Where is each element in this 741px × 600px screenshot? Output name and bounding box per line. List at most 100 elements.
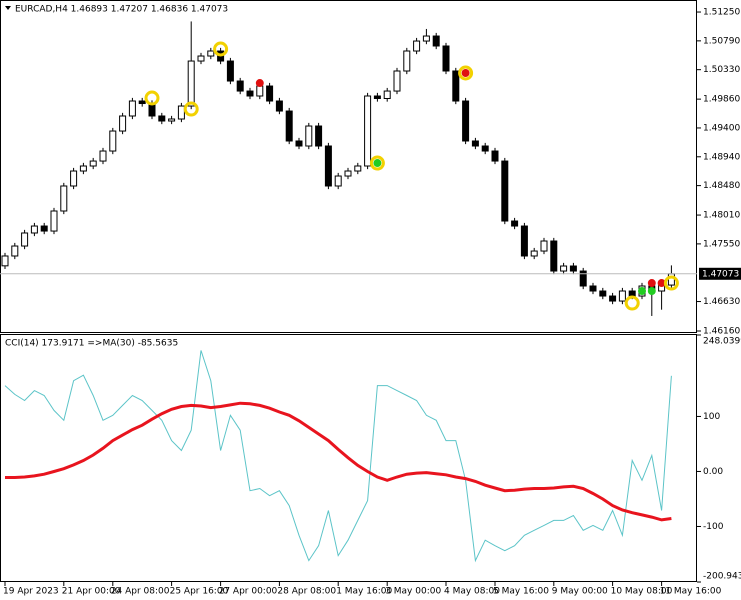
- candle-body: [70, 170, 78, 187]
- candle-body: [520, 225, 528, 257]
- candle-body: [138, 100, 146, 105]
- y-tick-label: -100: [703, 522, 724, 532]
- current-price-box: [699, 267, 741, 280]
- y-tick-label: 1.46160: [703, 326, 740, 336]
- signal-ring: [663, 275, 679, 291]
- candle-body: [589, 285, 597, 292]
- candle-body: [413, 40, 421, 52]
- candle-body: [158, 115, 166, 122]
- x-tick-label: 5 May 16:00: [493, 587, 549, 597]
- y-tick-label: 1.49860: [703, 95, 740, 105]
- indicator-title: CCI(14) 173.9171 =>MA(30) -85.5635: [5, 339, 178, 349]
- x-tick-label: 3 May 00:00: [385, 587, 441, 597]
- candle-body: [511, 220, 519, 227]
- candle-body: [315, 125, 323, 147]
- candle-body: [305, 125, 313, 147]
- candle-body: [344, 170, 352, 177]
- signal-dot: [373, 159, 382, 168]
- candle-body: [393, 70, 401, 92]
- candle-body: [207, 50, 215, 57]
- candle-body: [579, 270, 587, 287]
- candle-body: [295, 140, 303, 147]
- y-tick-label: 1.47550: [703, 239, 740, 249]
- candle-body: [168, 118, 176, 122]
- y-tick-label: 1.46630: [703, 297, 740, 307]
- y-tick-label: 1.50790: [703, 36, 740, 46]
- candle-body: [266, 85, 274, 102]
- signal-dot: [647, 279, 656, 288]
- candle-body: [540, 240, 548, 252]
- candle-body: [599, 290, 607, 297]
- candle-body: [618, 290, 626, 302]
- signal-dot: [647, 287, 656, 296]
- candle-body: [21, 232, 29, 247]
- candle-body: [462, 100, 470, 142]
- candle-body: [324, 145, 332, 187]
- candle-body: [452, 70, 460, 102]
- candle-body: [1, 255, 9, 267]
- candle-body: [550, 240, 558, 272]
- x-tick-label: 21 Apr 00:00: [62, 587, 121, 597]
- candle-body: [197, 55, 205, 62]
- candle-body: [442, 45, 450, 72]
- y-tick-label: 100: [703, 412, 720, 422]
- x-tick-label: 24 Apr 08:00: [111, 587, 170, 597]
- candle-body: [501, 160, 509, 222]
- candle-body: [30, 225, 38, 234]
- candle-body: [226, 60, 234, 82]
- candle-body: [285, 110, 293, 142]
- x-tick-label: 10 May 08:00: [611, 587, 673, 597]
- candle-body: [50, 210, 58, 232]
- candle-body: [422, 35, 430, 42]
- candle-body: [79, 165, 87, 172]
- y-tick-label: 1.51250: [703, 8, 740, 18]
- candle-body: [609, 295, 617, 302]
- y-tick-label: 1.48940: [703, 152, 740, 162]
- y-tick-label: 248.0399: [703, 337, 741, 347]
- candle-body: [432, 35, 440, 47]
- candle-body: [40, 225, 48, 232]
- candle-body: [187, 60, 195, 107]
- price-panel: [0, 0, 697, 333]
- y-tick-label: 0.00: [703, 467, 723, 477]
- candle-body: [364, 95, 372, 167]
- candle-body: [236, 80, 244, 92]
- x-tick-label: 19 Apr 2023: [3, 587, 59, 597]
- candle-body: [403, 50, 411, 72]
- candle-body: [569, 265, 577, 272]
- candle-body: [491, 150, 499, 162]
- candle-body: [246, 90, 254, 97]
- candle-body: [481, 145, 489, 152]
- signal-ring: [213, 41, 229, 57]
- signal-ring: [144, 90, 160, 106]
- candle-body: [275, 100, 283, 112]
- signal-ring: [624, 295, 640, 311]
- y-tick-label: 1.48480: [703, 181, 740, 191]
- candle-body: [628, 290, 636, 297]
- candle-body: [334, 175, 342, 187]
- candle-body: [373, 95, 381, 100]
- candle-body: [667, 273, 675, 286]
- indicator-line: [5, 401, 672, 522]
- candle-body: [109, 130, 117, 152]
- signal-ring: [369, 155, 385, 171]
- x-tick-label: 27 Apr 00:00: [219, 587, 278, 597]
- x-tick-label: 28 Apr 08:00: [277, 587, 336, 597]
- signal-ring: [183, 101, 199, 117]
- candle-body: [177, 105, 185, 120]
- signal-dot: [638, 287, 646, 296]
- candle-body: [560, 265, 568, 272]
- indicator-line: [4, 350, 672, 563]
- candle-body: [60, 185, 68, 212]
- y-tick-label: 1.48010: [703, 211, 740, 221]
- x-tick-label: 4 May 08:00: [444, 587, 500, 597]
- y-tick-label: 1.49400: [703, 123, 740, 133]
- signal-ring: [458, 65, 474, 81]
- x-tick-label: 11 May 16:00: [660, 587, 722, 597]
- signal-dot: [255, 79, 264, 88]
- candle-body: [383, 90, 391, 100]
- signal-dot: [461, 69, 470, 78]
- candle-body: [354, 165, 362, 172]
- candle-body: [11, 245, 19, 257]
